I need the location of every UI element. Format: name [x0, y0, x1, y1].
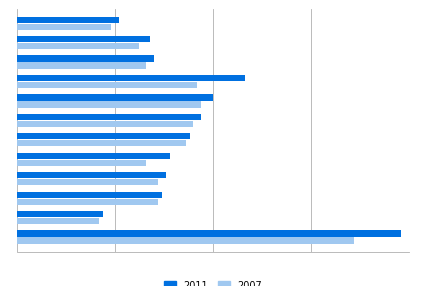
- Bar: [17, 153, 170, 159]
- Bar: [17, 218, 99, 224]
- Bar: [17, 55, 154, 62]
- Bar: [17, 17, 119, 23]
- Bar: [17, 82, 197, 88]
- Bar: [17, 121, 194, 127]
- Bar: [17, 36, 150, 42]
- Bar: [17, 192, 162, 198]
- Bar: [17, 198, 158, 205]
- Bar: [17, 114, 201, 120]
- Legend: 2011, 2007: 2011, 2007: [164, 281, 262, 286]
- Bar: [17, 62, 146, 69]
- Bar: [17, 43, 138, 49]
- Bar: [17, 179, 158, 185]
- Bar: [17, 75, 244, 81]
- Bar: [17, 231, 401, 237]
- Bar: [17, 133, 189, 140]
- Bar: [17, 160, 146, 166]
- Bar: [17, 237, 354, 244]
- Bar: [17, 94, 213, 101]
- Bar: [17, 140, 186, 146]
- Bar: [17, 23, 111, 30]
- Bar: [17, 101, 201, 108]
- Bar: [17, 172, 166, 178]
- Bar: [17, 211, 103, 217]
